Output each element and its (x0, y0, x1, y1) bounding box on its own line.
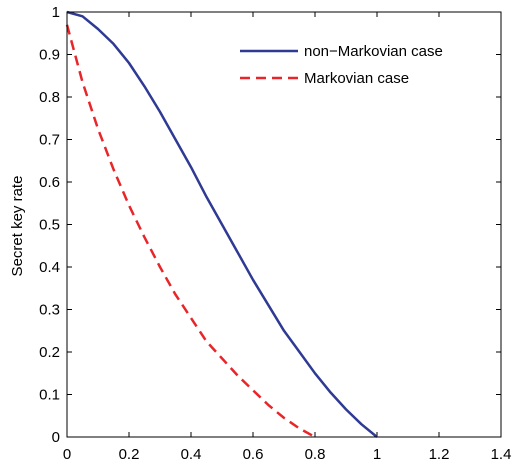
y-tick-label: 1 (52, 4, 60, 21)
y-tick-label: 0.9 (39, 47, 60, 64)
y-tick-label: 0.7 (39, 132, 60, 149)
y-tick-label: 0.6 (39, 174, 60, 191)
series-line-0 (66, 10, 378, 438)
series-layer (65, 10, 378, 439)
series-line-1 (65, 24, 316, 439)
x-tick-label: 1.4 (491, 446, 512, 463)
ticks-layer: 0 0.2 0.4 0.6 0.8 1 1.2 1.4 0 0.1 0.2 0.3 0.4 0.5 0.6 0… (39, 4, 511, 463)
y-tick-label: 0.1 (39, 387, 60, 404)
y-tick-label: 0 (52, 429, 60, 446)
y-tick-label: 0.5 (39, 217, 60, 234)
x-tick-label: 0.4 (181, 446, 202, 463)
y-tick-label: 0.2 (39, 344, 60, 361)
y-tick-label: 0.8 (39, 89, 60, 106)
x-tick-label: 0.8 (305, 446, 326, 463)
legend-label-1: Markovian case (304, 70, 409, 87)
y-tick-label: 0.4 (39, 259, 60, 276)
y-axis-title: Secret key rate (9, 176, 26, 277)
x-tick-label: 0 (63, 446, 71, 463)
x-tick-label: 0.6 (243, 446, 264, 463)
y-tick-label: 0.3 (39, 302, 60, 319)
x-tick-label: 1.2 (429, 446, 450, 463)
legend-label-0: non−Markovian case (304, 43, 443, 60)
plot-frame (66, 11, 502, 438)
x-tick-label: 1 (373, 446, 381, 463)
x-tick-label: 0.2 (119, 446, 140, 463)
legend: non−Markovian case Markovian case (240, 43, 443, 87)
plot-area-background (67, 12, 501, 437)
